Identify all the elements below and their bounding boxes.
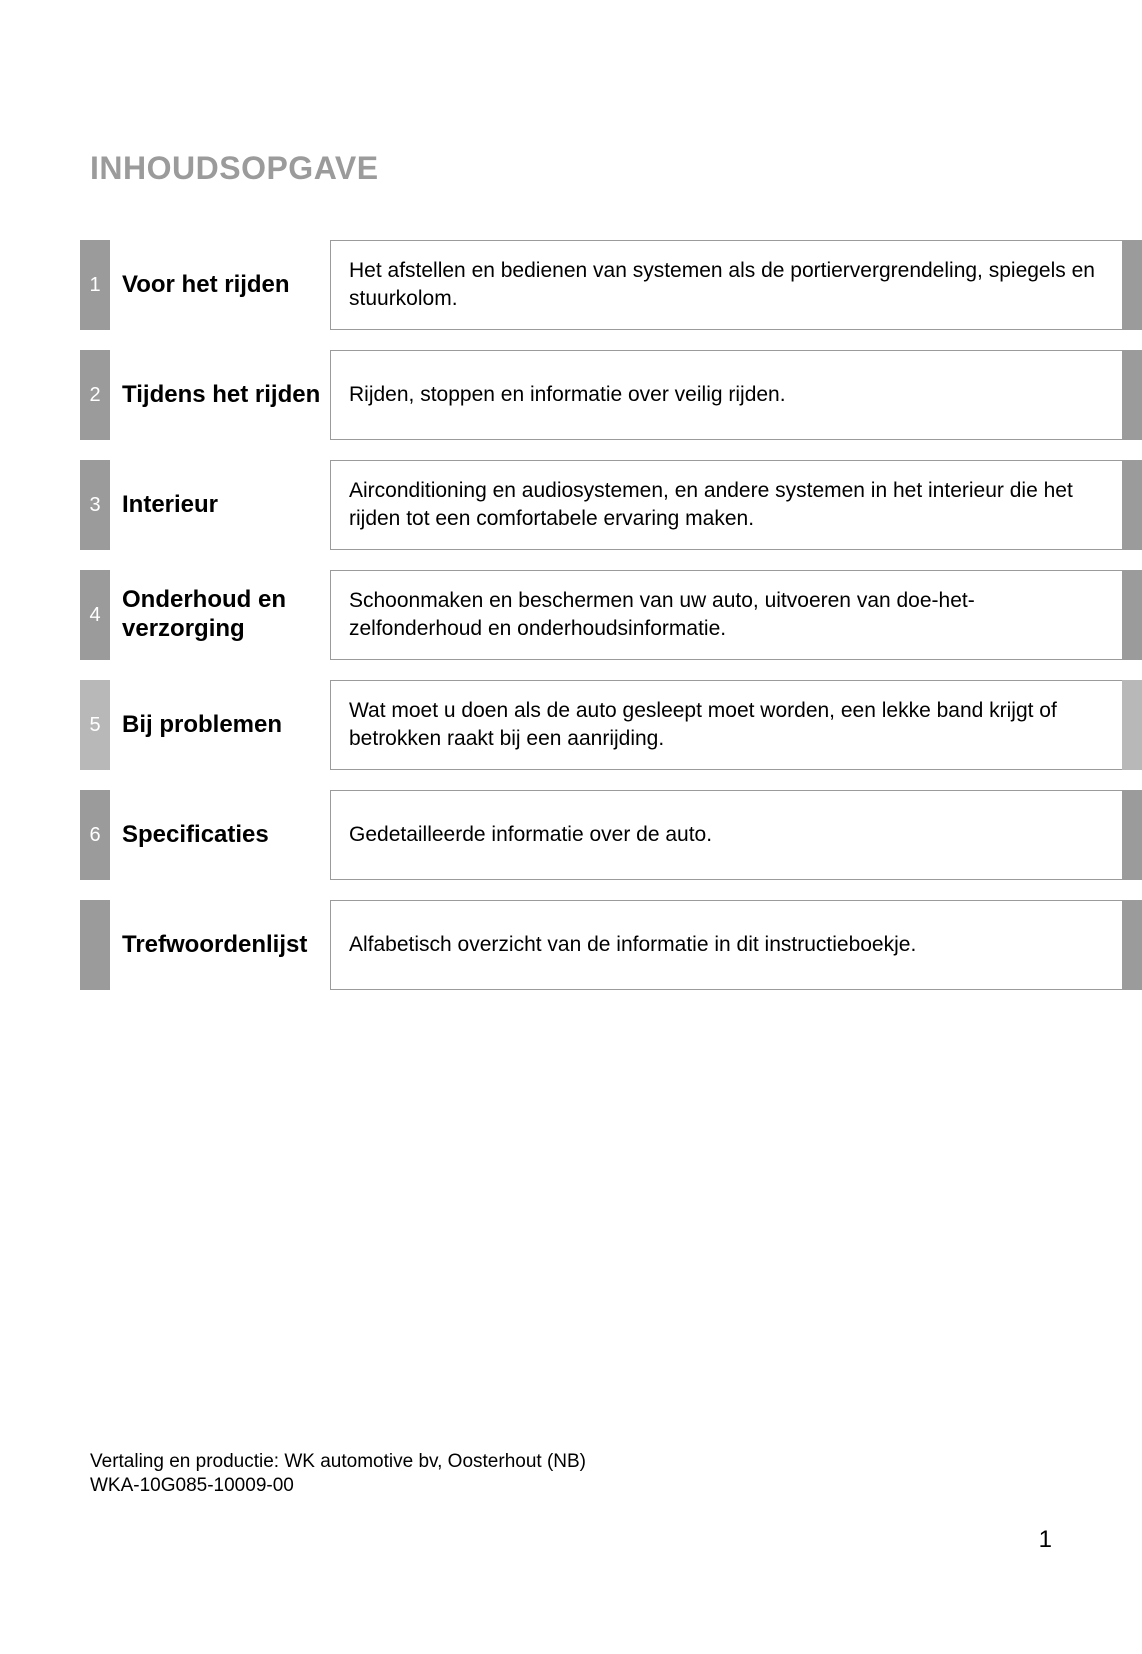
section-number: 3: [80, 460, 110, 550]
section-title: Tijdens het rijden: [110, 350, 330, 440]
section-description: Het afstellen en bedienen van systemen a…: [330, 240, 1122, 330]
section-tab: [1122, 460, 1142, 550]
section-description: Schoonmaken en beschermen van uw auto, u…: [330, 570, 1122, 660]
section-tab: [1122, 900, 1142, 990]
section-number: 6: [80, 790, 110, 880]
section-title: Specificaties: [110, 790, 330, 880]
toc-row: 4 Onderhoud en verzorging Schoonmaken en…: [80, 570, 1142, 660]
section-number: [80, 900, 110, 990]
toc-row: 2 Tijdens het rijden Rijden, stoppen en …: [80, 350, 1142, 440]
section-number: 1: [80, 240, 110, 330]
section-title: Interieur: [110, 460, 330, 550]
toc-row: 1 Voor het rijden Het afstellen en bedie…: [80, 240, 1142, 330]
section-tab: [1122, 570, 1142, 660]
toc-row: Trefwoordenlijst Alfabetisch overzicht v…: [80, 900, 1142, 990]
section-description: Wat moet u doen als de auto gesleept moe…: [330, 680, 1122, 770]
page-number: 1: [1039, 1526, 1052, 1554]
section-number: 4: [80, 570, 110, 660]
section-number: 2: [80, 350, 110, 440]
page-title: INHOUDSOPGAVE: [90, 150, 379, 187]
section-description: Alfabetisch overzicht van de informatie …: [330, 900, 1122, 990]
section-tab: [1122, 680, 1142, 770]
section-description: Gedetailleerde informatie over de auto.: [330, 790, 1122, 880]
section-description: Rijden, stoppen en informatie over veili…: [330, 350, 1122, 440]
section-tab: [1122, 790, 1142, 880]
footer-line2: WKA-10G085-10009-00: [90, 1474, 586, 1499]
section-tab: [1122, 240, 1142, 330]
section-title: Bij problemen: [110, 680, 330, 770]
footer-line1: Vertaling en productie: WK automotive bv…: [90, 1450, 586, 1475]
section-description: Airconditioning en audiosystemen, en and…: [330, 460, 1122, 550]
toc-container: 1 Voor het rijden Het afstellen en bedie…: [80, 240, 1142, 1010]
section-title: Trefwoordenlijst: [110, 900, 330, 990]
section-number: 5: [80, 680, 110, 770]
section-title: Voor het rijden: [110, 240, 330, 330]
section-tab: [1122, 350, 1142, 440]
section-title: Onderhoud en verzorging: [110, 570, 330, 660]
toc-row: 6 Specificaties Gedetailleerde informati…: [80, 790, 1142, 880]
footer-text: Vertaling en productie: WK automotive bv…: [90, 1450, 586, 1499]
toc-row: 5 Bij problemen Wat moet u doen als de a…: [80, 680, 1142, 770]
toc-row: 3 Interieur Airconditioning en audiosyst…: [80, 460, 1142, 550]
